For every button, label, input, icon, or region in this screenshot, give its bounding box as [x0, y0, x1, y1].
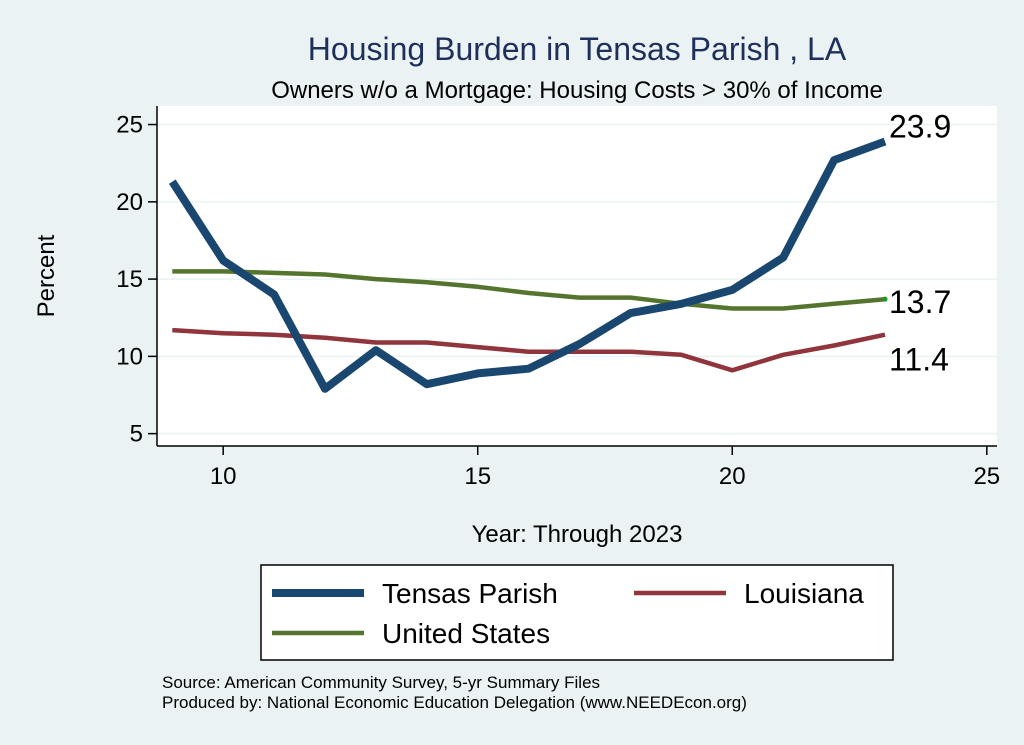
x-axis-label: Year: Through 2023: [472, 521, 683, 548]
x-tick-label-25: 25: [973, 463, 1000, 490]
chart-subtitle: Owners w/o a Mortgage: Housing Costs > 3…: [271, 77, 883, 104]
produced-by-note: Produced by: National Economic Education…: [162, 693, 747, 712]
series-line-united-states: [172, 269, 886, 311]
gridlines: [157, 123, 997, 435]
series-line-tensas-parish: [168, 137, 887, 393]
y-tick-label-25: 25: [116, 112, 143, 139]
legend: Tensas Parish Louisiana United States: [272, 578, 864, 649]
y-tick-label-5: 5: [130, 421, 143, 448]
series-line-louisiana: [172, 327, 886, 373]
legend-box: [260, 564, 894, 661]
series-lines: [168, 137, 888, 393]
axes: 5 10 15 20 25 10 15 20 25: [116, 106, 1000, 490]
end-label-united-states: 13.7: [889, 284, 951, 320]
legend-label-united-states: United States: [382, 618, 550, 649]
end-label-louisiana: 11.4: [889, 342, 949, 378]
source-note: Source: American Community Survey, 5-yr …: [162, 673, 600, 692]
legend-label-tensas-parish: Tensas Parish: [382, 578, 558, 609]
end-label-tensas-parish: 23.9: [889, 109, 951, 145]
end-labels: 23.9 11.4 13.7: [889, 109, 951, 378]
x-tick-label-20: 20: [719, 463, 746, 490]
y-tick-label-15: 15: [116, 266, 143, 293]
x-tick-label-10: 10: [210, 463, 237, 490]
legend-label-louisiana: Louisiana: [744, 578, 864, 609]
plot-area: [157, 106, 997, 446]
y-tick-label-20: 20: [116, 189, 143, 216]
y-axis-label: Percent: [33, 234, 60, 317]
chart-title: Housing Burden in Tensas Parish , LA: [308, 31, 847, 67]
x-tick-label-15: 15: [464, 463, 491, 490]
y-tick-label-10: 10: [116, 343, 143, 370]
end-point-marker-united-states: [882, 296, 888, 302]
